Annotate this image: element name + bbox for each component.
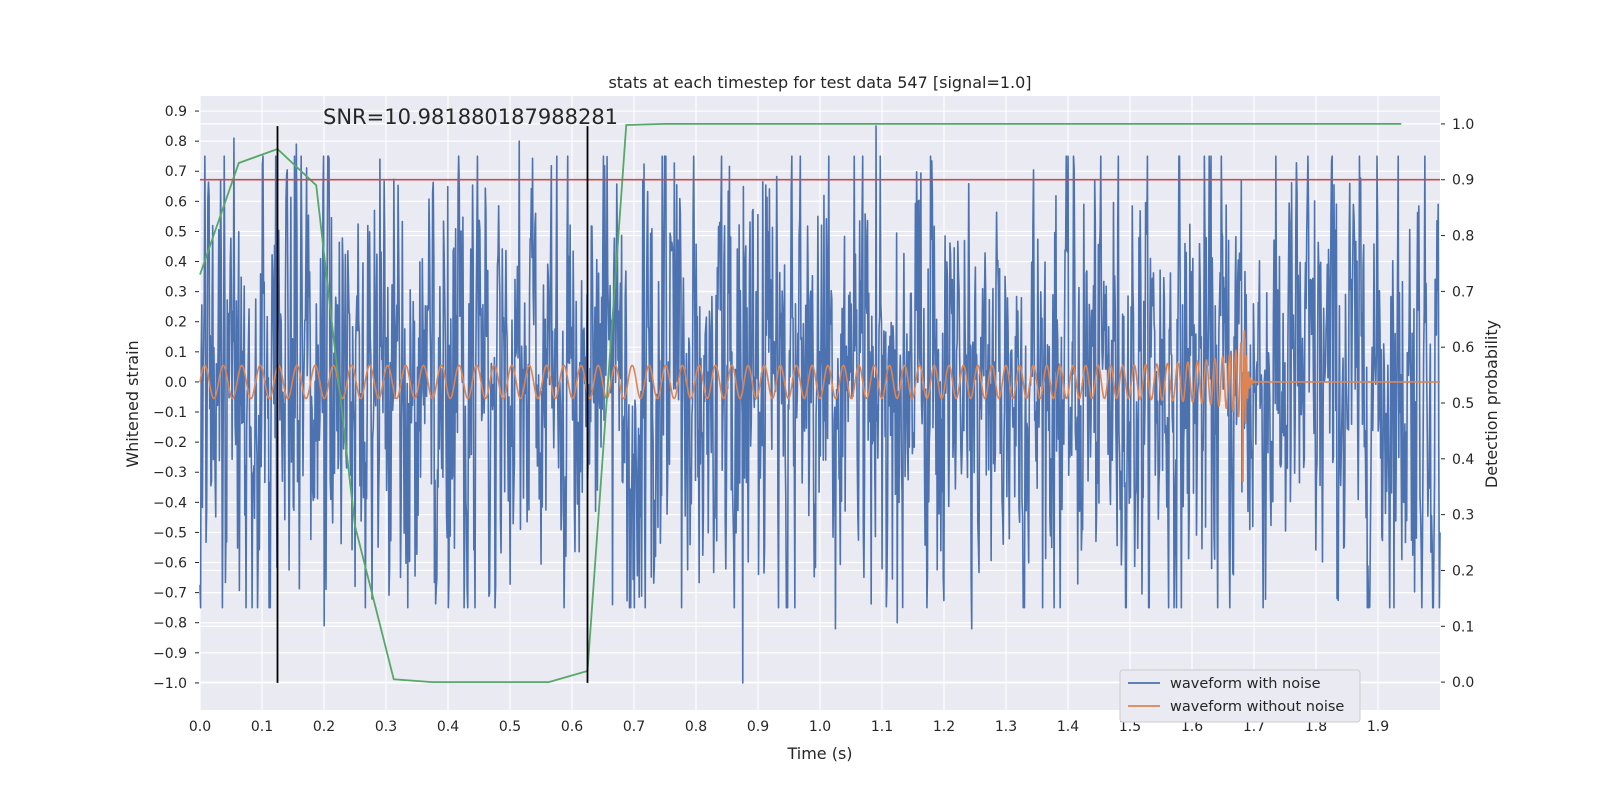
y-axis-label-left: Whitened strain <box>123 340 142 467</box>
x-tick-label: 0.7 <box>623 719 645 735</box>
y-tick-label-right: 0.2 <box>1452 563 1474 579</box>
x-tick-label: 1.8 <box>1305 719 1327 735</box>
y-tick-label-left: 0.3 <box>165 285 187 301</box>
y-tick-label-left: 0.6 <box>165 194 187 210</box>
snr-annotation: SNR=10.981880187988281 <box>323 105 618 129</box>
y-tick-label-left: −0.5 <box>153 525 187 541</box>
x-tick-label: 0.3 <box>375 719 397 735</box>
y-tick-label-left: 0.1 <box>165 345 187 361</box>
y-tick-label-right: 0.0 <box>1452 675 1474 691</box>
series-waveform-without-noise <box>199 329 1441 483</box>
y-tick-label-right: 1.0 <box>1452 117 1474 133</box>
y-tick-label-left: 0.5 <box>165 224 187 240</box>
x-tick-label: 0.8 <box>685 719 707 735</box>
series-detection-probability <box>199 123 1402 683</box>
x-tick-label: 1.7 <box>1243 719 1265 735</box>
legend-label-noise: waveform with noise <box>1170 676 1321 692</box>
y-tick-label-left: 0.7 <box>165 164 187 180</box>
legend-label-clean: waveform without noise <box>1170 699 1344 715</box>
y-tick-label-left: −0.6 <box>153 556 187 572</box>
series-waveform-with-noise <box>199 125 1441 684</box>
y-tick-label-left: 0.2 <box>165 315 187 331</box>
y-tick-label-left: −0.7 <box>153 586 187 602</box>
y-tick-label-right: 0.7 <box>1452 284 1474 300</box>
x-tick-label: 1.0 <box>809 719 831 735</box>
x-tick-label: 0.5 <box>499 719 521 735</box>
legend-box <box>1119 669 1361 723</box>
x-tick-label: 1.9 <box>1367 719 1389 735</box>
y-tick-label-left: −1.0 <box>153 676 187 692</box>
tick-labels: 0.0 0.1 0.2 0.3 0.4 0.5 0.6 0.7 0.8 0.9 1.0 1.1 1.2 1… <box>153 104 1474 735</box>
y-tick-label-left: 0.4 <box>165 255 187 271</box>
x-axis-label: Time (s) <box>786 744 852 763</box>
x-tick-label: 1.4 <box>1057 719 1079 735</box>
y-axis-label-right: Detection probability <box>1482 320 1501 488</box>
x-tick-label: 0.4 <box>437 719 459 735</box>
x-tick-label: 1.1 <box>871 719 893 735</box>
x-tick-label: 0.2 <box>313 719 335 735</box>
y-tick-label-right: 0.3 <box>1452 508 1474 524</box>
x-tick-label: 0.0 <box>189 719 211 735</box>
y-tick-label-right: 0.9 <box>1452 173 1474 189</box>
chart-title: stats at each timestep for test data 547… <box>608 73 1031 92</box>
x-tick-label: 0.1 <box>251 719 273 735</box>
x-tick-label: 1.3 <box>995 719 1017 735</box>
y-tick-label-left: −0.9 <box>153 646 187 662</box>
y-tick-label-left: −0.2 <box>153 435 187 451</box>
y-tick-label-right: 0.8 <box>1452 229 1474 245</box>
x-tick-label: 0.9 <box>747 719 769 735</box>
y-tick-label-right: 0.5 <box>1452 396 1474 412</box>
plot-area <box>199 123 1441 684</box>
y-tick-label-left: −0.3 <box>153 465 187 481</box>
x-tick-label: 0.6 <box>561 719 583 735</box>
y-tick-label-left: 0.9 <box>165 104 187 120</box>
y-tick-label-left: 0.8 <box>165 134 187 150</box>
y-tick-label-left: −0.8 <box>153 616 187 632</box>
y-tick-label-left: −0.1 <box>153 405 187 421</box>
y-tick-label-left: −0.4 <box>153 495 187 511</box>
y-tick-label-right: 0.4 <box>1452 452 1474 468</box>
y-tick-label-right: 0.6 <box>1452 340 1474 356</box>
x-tick-label: 1.2 <box>933 719 955 735</box>
y-tick-label-left: 0.0 <box>165 375 187 391</box>
y-tick-label-right: 0.1 <box>1452 619 1474 635</box>
x-tick-label: 1.5 <box>1119 719 1141 735</box>
x-tick-label: 1.6 <box>1181 719 1203 735</box>
legend: waveform with noise waveform without noi… <box>1119 669 1361 723</box>
